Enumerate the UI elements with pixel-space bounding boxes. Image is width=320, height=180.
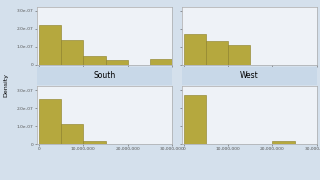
Bar [184, 34, 206, 65]
Bar [39, 25, 61, 65]
Bar [106, 60, 128, 65]
Bar [206, 41, 228, 65]
Bar [83, 56, 106, 65]
Text: West: West [240, 71, 259, 80]
Bar [184, 95, 206, 144]
Bar [228, 45, 250, 65]
Text: South: South [93, 71, 116, 80]
Text: Density: Density [4, 73, 9, 97]
Bar [61, 124, 83, 144]
Bar [39, 99, 61, 144]
Bar [83, 141, 106, 144]
Bar [272, 141, 295, 144]
Bar [150, 59, 172, 65]
Bar [61, 40, 83, 65]
